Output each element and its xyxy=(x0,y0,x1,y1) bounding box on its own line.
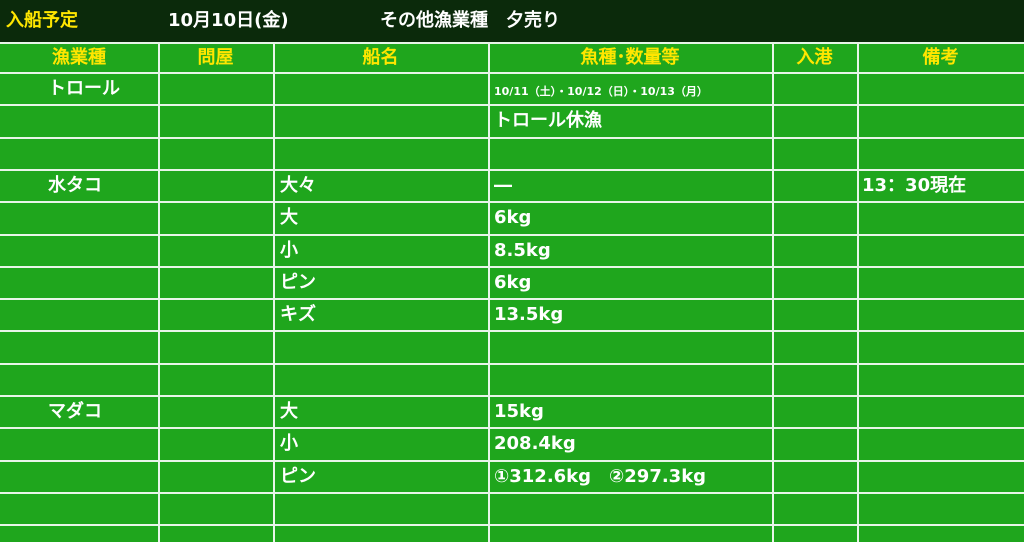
row-line xyxy=(0,330,1024,333)
size-cell: 大 xyxy=(280,401,298,422)
quantity-cell: ①312.6kg ②297.3kg xyxy=(494,465,707,487)
column-header: 備考 xyxy=(922,47,959,68)
category-cell: マダコ xyxy=(48,401,102,422)
column-header: 問屋 xyxy=(197,47,234,68)
quantity-cell: ― xyxy=(494,174,512,196)
size-cell: 小 xyxy=(280,239,298,261)
quantity-cell: 13.5kg xyxy=(494,304,564,326)
size-cell: 大々 xyxy=(280,174,316,196)
quantity-cell: 6kg xyxy=(494,271,532,293)
size-cell: ピン xyxy=(280,465,316,487)
board-label: 入船予定 xyxy=(6,10,78,31)
size-cell: キズ xyxy=(280,304,316,326)
row-line xyxy=(0,42,1024,44)
date: 10月10日(金) xyxy=(168,10,289,31)
column-line xyxy=(857,42,859,542)
quantity-cell: 10/11（土）・10/12（日）・10/13（月） xyxy=(494,85,708,98)
row-line xyxy=(0,265,1024,268)
column-line xyxy=(772,42,774,542)
row-line xyxy=(0,427,1024,430)
column-header: 入港 xyxy=(796,47,833,68)
quantity-cell: 208.4kg xyxy=(494,433,576,455)
row-line xyxy=(0,104,1024,107)
top-bar: 入船予定 10月10日(金) その他漁業種 夕売り xyxy=(0,0,1024,42)
column-header: 魚種･数量等 xyxy=(580,47,680,68)
category-cell: トロール xyxy=(48,78,120,99)
row-line xyxy=(0,491,1024,494)
row-line xyxy=(0,362,1024,365)
row-line xyxy=(0,72,1024,74)
row-line xyxy=(0,168,1024,171)
row-line xyxy=(0,233,1024,236)
row-line xyxy=(0,136,1024,139)
size-cell: ピン xyxy=(280,271,316,293)
category-cell: 水タコ xyxy=(48,174,102,196)
row-line xyxy=(0,201,1024,204)
quantity-cell: 15kg xyxy=(494,401,544,422)
row-line xyxy=(0,298,1024,301)
note-cell: 13：30現在 xyxy=(862,174,967,196)
quantity-cell: 6kg xyxy=(494,207,532,229)
column-line xyxy=(273,42,275,542)
size-cell: 小 xyxy=(280,433,298,455)
session: その他漁業種 夕売り xyxy=(380,10,560,31)
column-line xyxy=(488,42,490,542)
column-line xyxy=(158,42,160,542)
size-cell: 大 xyxy=(280,207,298,229)
row-line xyxy=(0,459,1024,462)
row-line xyxy=(0,395,1024,397)
row-line xyxy=(0,524,1024,527)
column-header: 船名 xyxy=(362,47,399,68)
quantity-cell: トロール休漁 xyxy=(494,110,602,132)
column-header: 漁業種 xyxy=(52,47,106,68)
quantity-cell: 8.5kg xyxy=(494,239,551,261)
